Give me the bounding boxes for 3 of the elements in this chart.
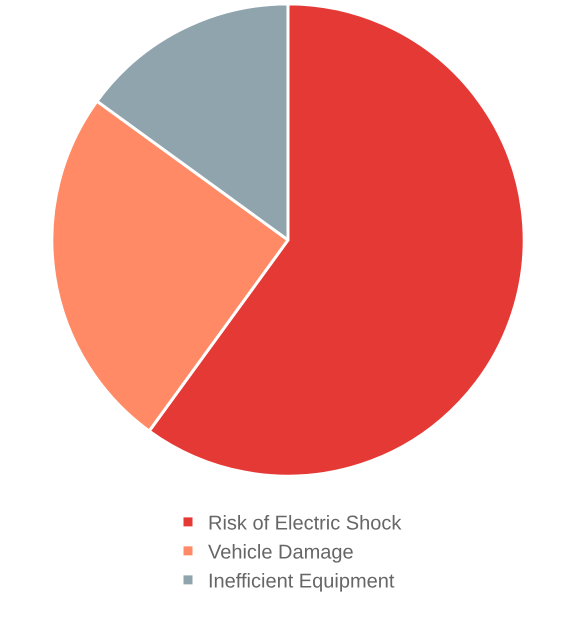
legend-label: Risk of Electric Shock	[208, 512, 402, 535]
legend-label: Inefficient Equipment	[208, 570, 395, 593]
legend-label: Vehicle Damage	[208, 542, 354, 564]
